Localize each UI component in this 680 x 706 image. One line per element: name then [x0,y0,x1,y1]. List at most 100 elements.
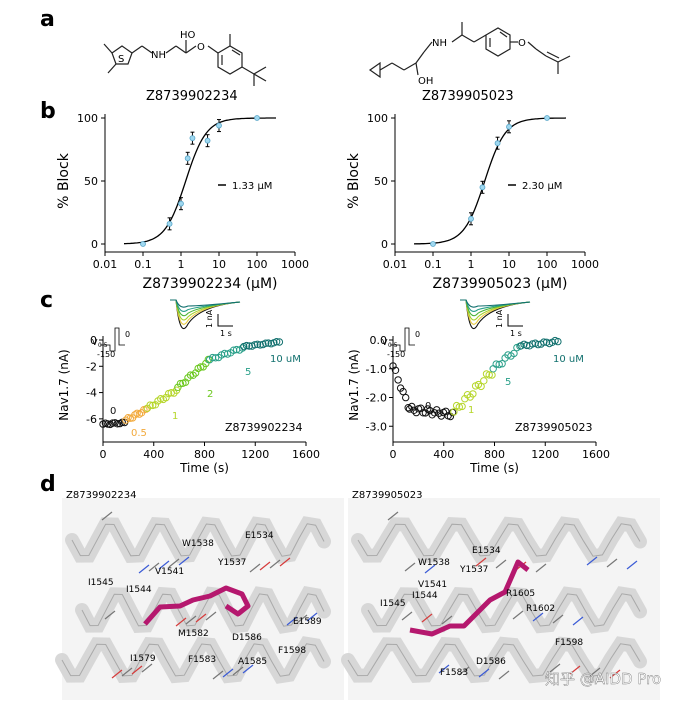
time-point [410,406,418,414]
time-point [424,405,432,413]
residue-label: E1534 [245,531,274,541]
time-point [485,371,493,379]
side-chain-stick [296,614,308,624]
time-point [272,338,281,346]
atom-o-left: O [197,42,205,53]
time-point [174,383,182,391]
time-point [275,338,284,346]
side-chain-stick [401,611,413,621]
y-tick-label: -6 [86,413,97,426]
data-point [140,241,146,247]
side-chain-stick [286,616,298,626]
x-tick-label: 0 [390,448,397,461]
helix-outline [357,523,641,557]
time-point [186,371,195,379]
side-chain-stick [111,669,123,679]
concentration-label: 1 [468,405,474,416]
concentration-label: 5 [245,367,251,378]
scale-bar [507,314,523,327]
side-chain-stick [586,556,598,566]
x-tick-label: 10 [502,258,516,271]
residue-label: F1598 [278,646,306,656]
x-tick-label: 0 [100,448,107,461]
y-tick-label: -3.0 [366,420,387,433]
y-tick-label: -1.0 [366,363,387,376]
time-point [113,420,122,428]
panel-label-a: a [40,7,55,32]
docking-image-left: Z8739902234 W1538 E1534 Y1537 V1541 I1545 I154… [55,490,344,700]
time-point [428,411,436,419]
y-tick-label: -2 [86,360,97,373]
protocol-v: V [382,338,388,347]
concentration-label: 0.5 [131,428,147,439]
side-chain-stick [269,559,281,569]
time-point [417,404,425,412]
side-chain-stick [259,561,271,571]
time-point [389,362,397,370]
side-chain-stick [475,557,487,567]
y-tick-label: 100 [77,112,98,125]
ic50-label: 1.33 μM [232,181,272,192]
time-point [149,401,157,410]
side-chain-stick [495,559,507,569]
atom-oh-right: OH [418,76,433,87]
side-chain-stick [387,511,399,521]
x-tick-label: 1200 [531,448,559,461]
residue-label: F1583 [440,668,468,678]
time-point [146,401,154,409]
concentration-label: 10 uM [553,354,584,365]
concentration-label: 1 [172,411,178,422]
time-point [399,387,407,396]
dose-response-chart-right: 0.01 0.1 1 10 100 1000 0 50 100 % Block Z873990502… [346,112,599,292]
side-chain-stick [205,611,217,621]
helix-outline [71,523,325,557]
residue-label: I1545 [88,578,114,588]
x-tick-label: 0.01 [383,258,408,271]
scale-s: 1 s [220,329,232,338]
protocol-m150: -150 [387,350,405,359]
y-tick-label: 0 [90,334,97,347]
time-point [450,408,458,416]
data-point [544,115,550,121]
time-point [162,393,170,402]
atom-o-right: O [518,38,526,49]
data-point [468,215,474,222]
protocol-zero: 0 [415,330,420,339]
data-point [184,155,191,162]
helix-outline [81,593,325,627]
helix-outline [347,643,641,677]
side-chain-stick [232,666,244,676]
side-chain-stick [249,563,261,573]
time-point [498,360,506,368]
ligand-sticks [143,585,251,626]
time-point [253,340,262,348]
side-chain-stick [178,556,190,566]
protocol-zero: 0 [125,330,130,339]
x-tick-label: 1200 [241,448,269,461]
time-point [408,402,416,411]
compound-label: Z8739905023 [515,421,593,434]
y-axis-label: Nav1.7 (nA) [347,349,361,421]
residue-label: Y1537 [459,565,488,575]
time-point [131,411,139,419]
residue-label: M1582 [178,629,209,639]
x-axis-label: Time (s) [469,461,519,475]
side-chain-stick [606,558,618,568]
concentration-label: 5 [505,377,511,388]
residue-label: I1544 [126,585,152,595]
time-point [402,393,410,402]
side-chain-stick [306,612,318,622]
side-chain-stick [458,666,470,676]
data-point [166,220,173,227]
protocol-v-sub: 0.5 [388,342,398,349]
residue-label: Y1537 [217,558,246,568]
side-chain-stick [438,664,450,674]
y-tick-label: 50 [374,175,388,188]
time-point [264,339,273,347]
fit-curve [413,117,567,245]
side-chain-stick [404,562,416,572]
data-point [494,140,501,147]
ligand-sticks [409,559,530,637]
residue-label: D1586 [476,657,506,667]
side-chain-stick [101,511,113,521]
